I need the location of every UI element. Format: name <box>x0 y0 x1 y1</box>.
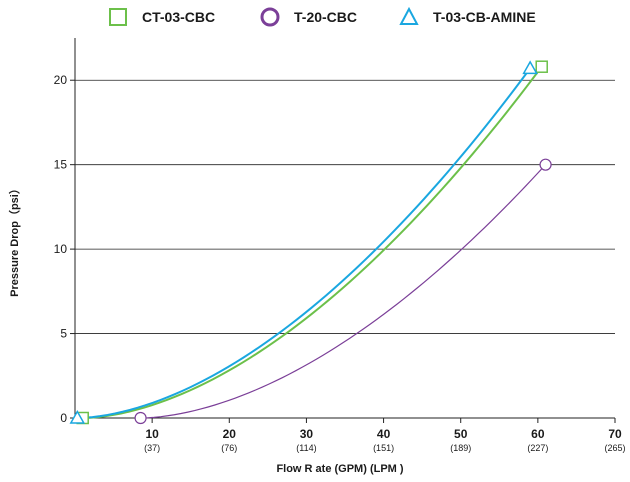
curves <box>77 66 547 419</box>
x-tick-sublabel: (151) <box>373 443 394 453</box>
y-ticks: 0 5 10 15 20 <box>54 73 75 425</box>
legend-circle-icon <box>260 7 280 27</box>
series-line <box>140 164 547 419</box>
x-tick-sublabel: (189) <box>450 443 471 453</box>
data-point-square <box>535 60 548 73</box>
data-point-triangle <box>69 409 86 424</box>
legend-label: T-20-CBC <box>294 9 357 25</box>
legend: CT-03-CBC T-20-CBC T-03-CB-AMINE <box>109 6 536 27</box>
y-tick-label: 5 <box>60 327 67 341</box>
axes <box>74 38 615 419</box>
x-tick-sublabel: (76) <box>221 443 237 453</box>
x-tick-label: 20 <box>223 427 237 441</box>
legend-label: T-03-CB-AMINE <box>433 9 536 25</box>
x-tick-label: 40 <box>377 427 391 441</box>
y-tick-label: 0 <box>60 411 67 425</box>
x-axis-label: Flow R ate (GPM) (LPM ) <box>276 463 403 475</box>
data-point-triangle <box>522 60 538 75</box>
y-tick-label: 20 <box>54 73 68 87</box>
y-tick-label: 15 <box>54 158 68 172</box>
x-tick-label: 60 <box>531 427 545 441</box>
data-point-circle <box>134 411 147 425</box>
x-tick-label: 10 <box>145 427 159 441</box>
data-point-circle <box>539 158 552 171</box>
x-tick-sublabel: (114) <box>296 443 316 453</box>
x-tick-label: 70 <box>608 427 622 441</box>
y-tick-label: 10 <box>54 242 68 256</box>
x-tick-sublabel: (227) <box>527 443 548 453</box>
x-tick-label: 50 <box>454 427 468 441</box>
y-axis-label: Pressure Drop（psi） <box>8 183 21 297</box>
markers <box>69 60 552 425</box>
series-line <box>82 66 543 419</box>
legend-triangle-icon <box>399 6 419 25</box>
x-tick-sublabel: (265) <box>604 443 625 453</box>
legend-label: CT-03-CBC <box>142 9 215 25</box>
series-line <box>77 67 531 419</box>
grid <box>75 79 615 334</box>
x-ticks: 10 (37) 20 (76) 30 (114) 40 (151) 50 (189) 60 (227)… <box>144 418 626 453</box>
legend-square-icon <box>109 8 127 26</box>
x-tick-label: 30 <box>300 427 314 441</box>
x-tick-sublabel: (37) <box>144 443 160 453</box>
